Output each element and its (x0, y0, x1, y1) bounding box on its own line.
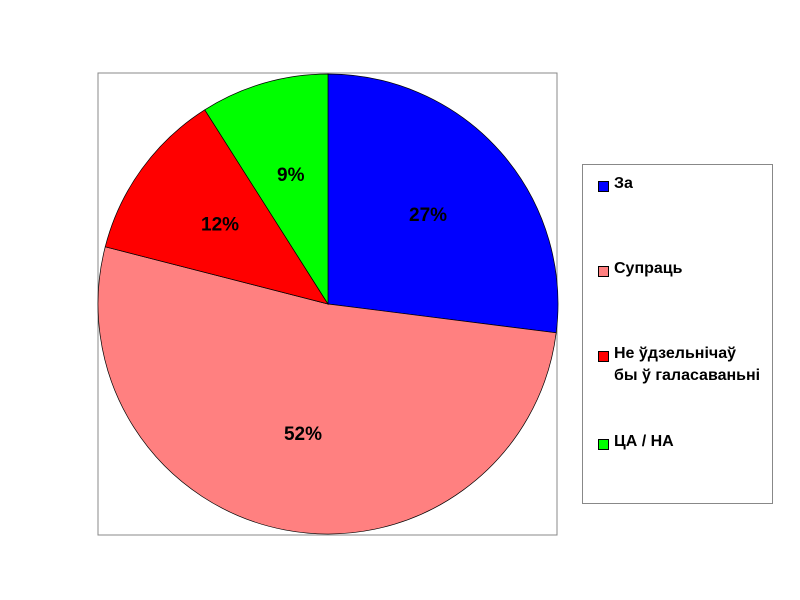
legend-label: ЦА / НА (614, 433, 674, 450)
legend-label: За (614, 175, 633, 192)
pie-slice (104, 109, 329, 305)
legend-item: ЦА / НА (598, 433, 763, 453)
data-label: 9% (277, 165, 305, 186)
legend-item: За (598, 175, 763, 195)
pie-slice (97, 246, 557, 535)
legend-item: Не ўдзельнічаў бы ў галасаваньні (598, 345, 763, 387)
legend-swatch (598, 266, 609, 277)
legend-swatch (598, 181, 609, 192)
data-label: 12% (201, 215, 239, 236)
data-label: 52% (284, 424, 322, 445)
legend-swatch (598, 439, 609, 450)
pie-slice (204, 73, 329, 306)
data-label: 27% (409, 205, 447, 226)
legend-swatch (598, 351, 609, 362)
pie-slice (327, 73, 559, 334)
legend: За Супраць Не ўдзельнічаў бы ў галасаваньн… (582, 164, 773, 504)
legend-item: Супраць (598, 260, 763, 280)
legend-label: Не ўдзельнічаў бы ў галасаваньні (614, 345, 761, 384)
legend-label: Супраць (614, 260, 683, 277)
